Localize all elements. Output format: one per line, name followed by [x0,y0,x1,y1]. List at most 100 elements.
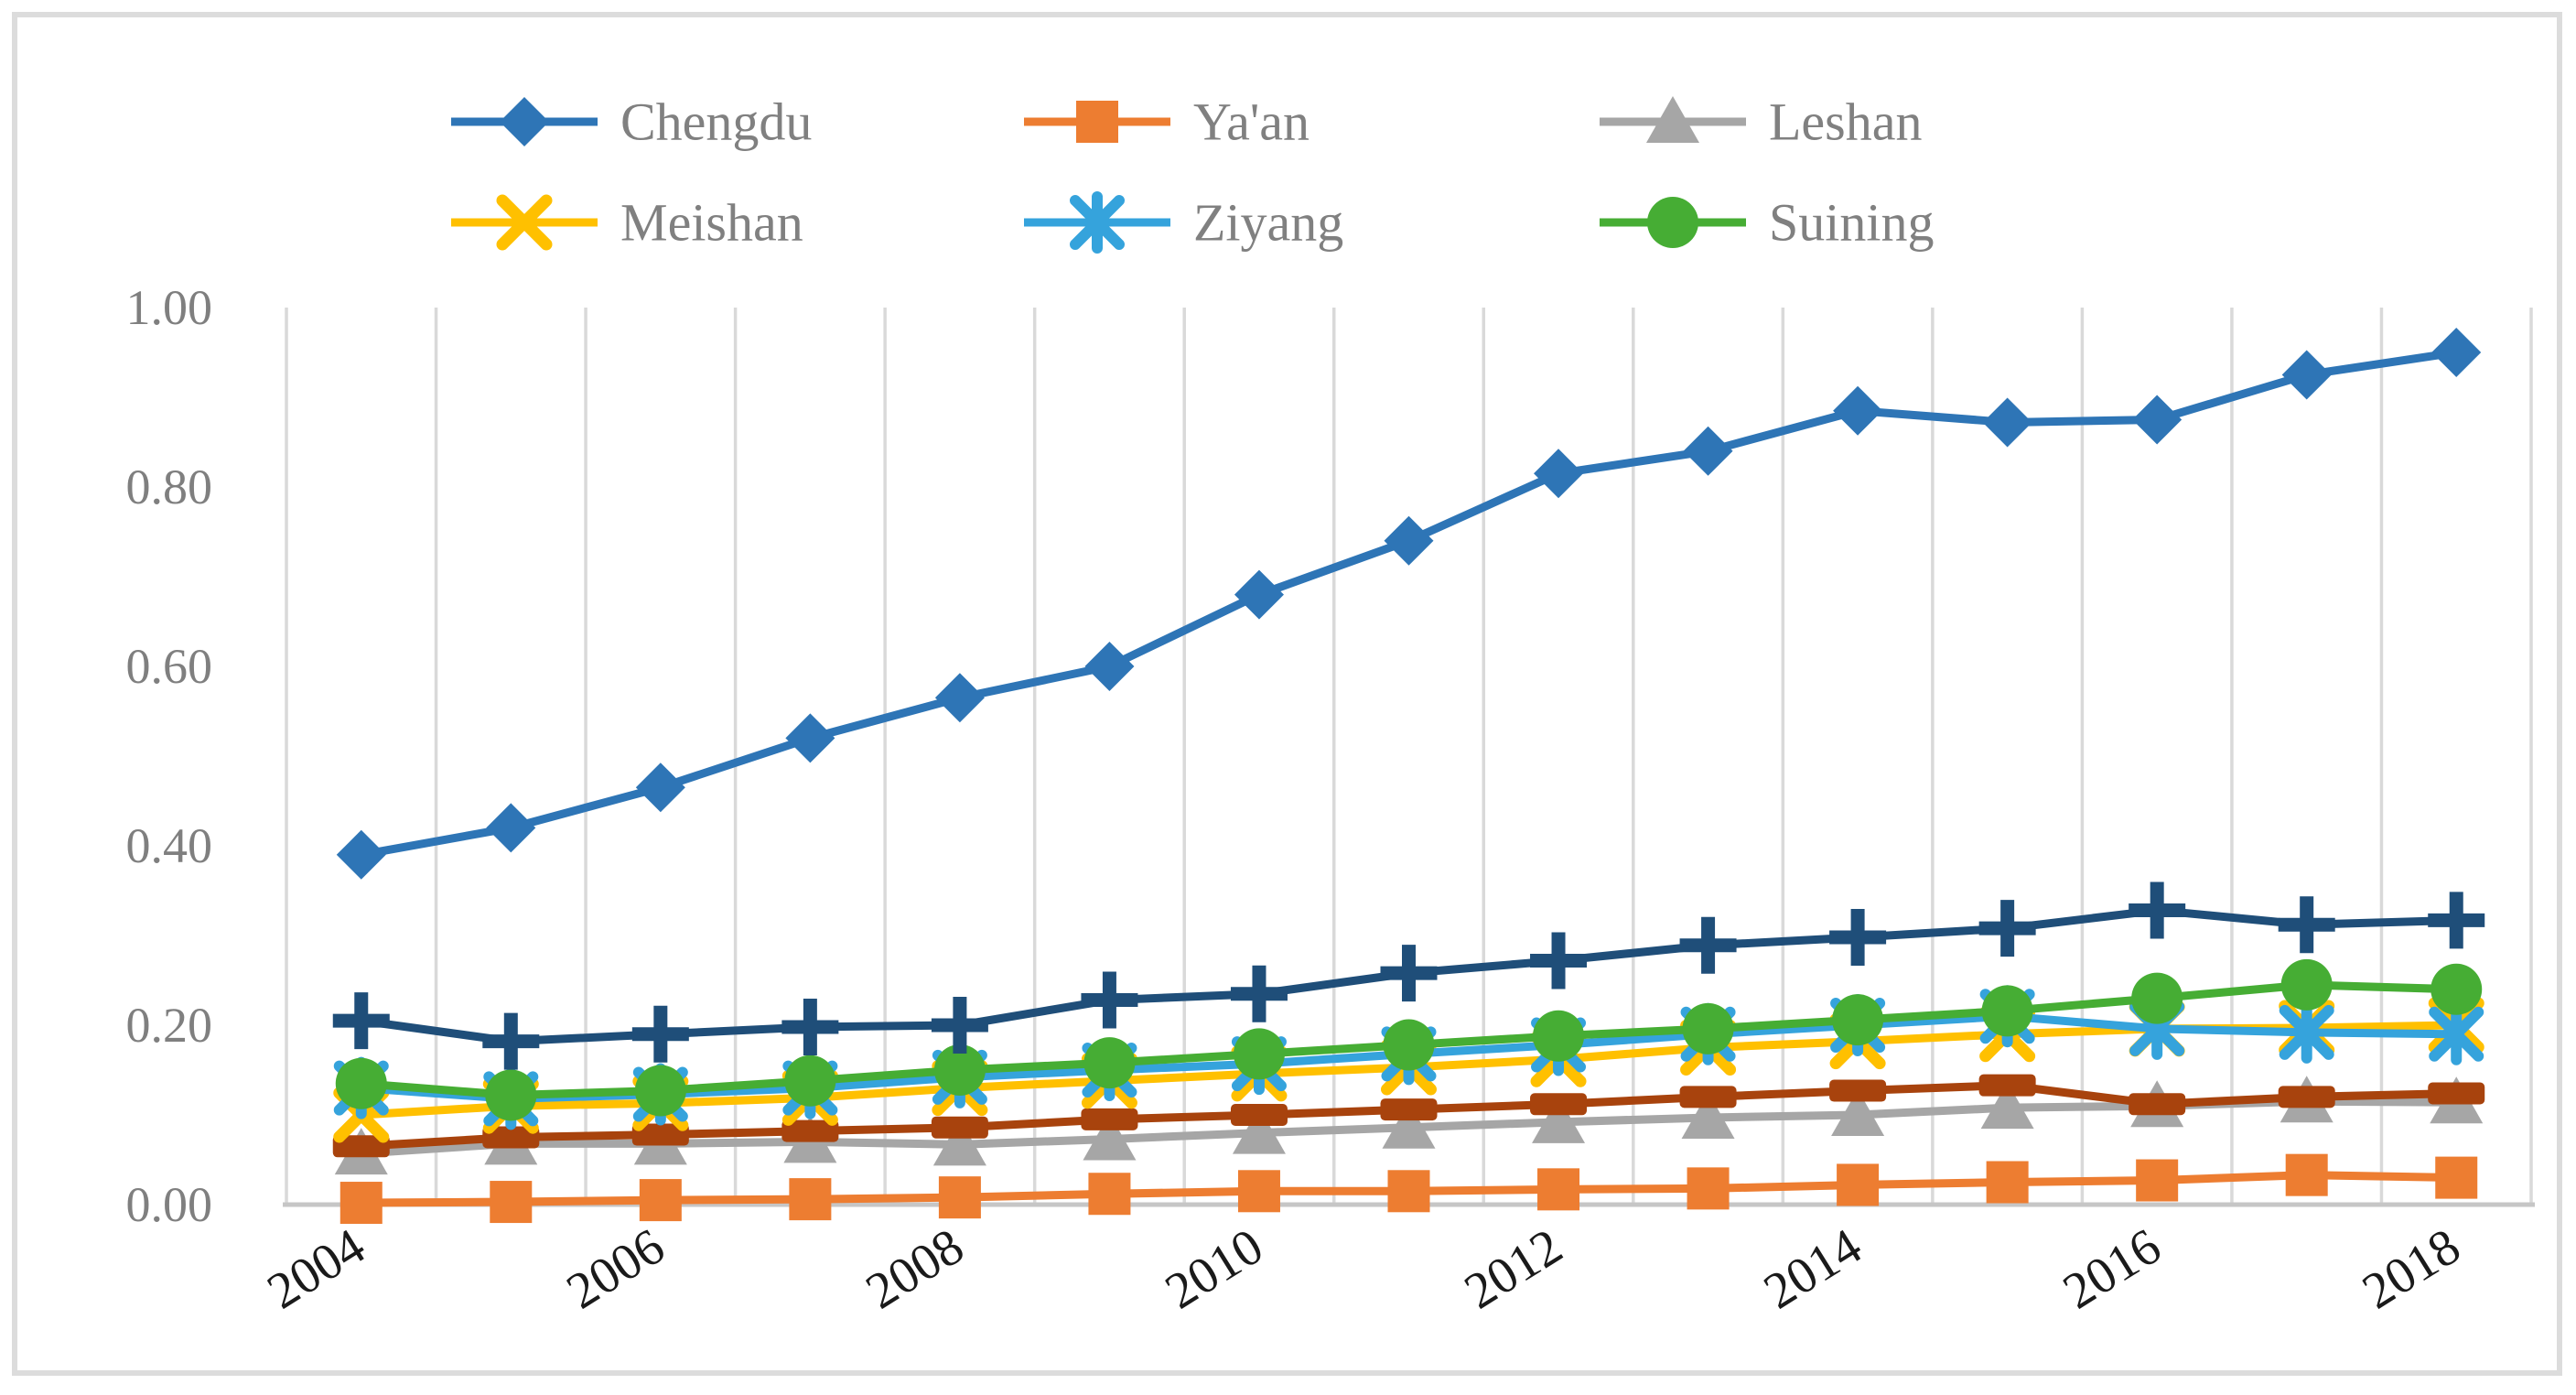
series-suining-marker [634,1065,686,1117]
legend-marker-chengdu [500,97,549,146]
y-tick-label: 0.60 [126,639,213,694]
series-series8-unlabeled-marker [2278,1086,2335,1108]
series-yaan-marker [1687,1167,1730,1210]
x-tick-label: 2004 [258,1217,375,1320]
series-suining-marker [1981,985,2033,1037]
series-series7-unlabeled-marker [1978,900,2036,957]
series-chengdu-marker [486,803,536,853]
series-leshan-marker [1382,1101,1436,1149]
x-tick-label-group: 2010 [1156,1217,1273,1320]
series-leshan-marker [1532,1096,1586,1143]
series-yaan-marker [340,1182,383,1225]
series-leshan-marker [1681,1091,1735,1139]
legend: Chengdu Ya'an Leshan Meishan Ziyang Suining [451,92,1935,254]
legend-item-chengdu: Chengdu [451,92,812,152]
series-chengdu-marker [934,673,985,723]
series-chengdu-marker [2431,328,2482,377]
series-series7-unlabeled-marker [781,998,839,1055]
series-series8-unlabeled-marker [1679,1086,1737,1108]
series-yaan-marker [1088,1173,1131,1216]
series-leshan-marker [932,1119,986,1166]
legend-label-suining: Suining [1769,193,1935,253]
series-series8-unlabeled-marker [781,1119,839,1142]
series-chengdu-marker [1384,515,1434,566]
series-leshan-marker [1980,1082,2034,1130]
series-suining-marker [335,1057,387,1109]
series-series8-unlabeled-marker [482,1126,540,1149]
series-ziyang-marker [2279,1000,2334,1064]
x-tick-label-group: 2016 [2053,1217,2171,1320]
series-suining-marker [485,1069,537,1121]
y-tick-label: 0.40 [126,818,213,873]
series-suining-marker [2430,963,2483,1015]
x-tick-label-group: 2014 [1754,1217,1871,1320]
series-chengdu-marker [785,713,835,763]
series-chengdu-marker [1982,397,2032,448]
series-suining [335,958,2483,1121]
series-yaan-marker [1986,1161,2029,1204]
legend-label-meishan: Meishan [620,193,803,253]
series-series7-unlabeled-marker [1530,932,1588,989]
series-series7-unlabeled-marker [482,1012,540,1070]
series-suining-marker [1233,1028,1285,1080]
series-yaan-marker [639,1179,682,1222]
legend-item-ziyang: Ziyang [1024,191,1343,254]
series-series8-unlabeled-marker [2129,1093,2186,1116]
series-series8-unlabeled-marker [931,1116,988,1139]
series-series8-unlabeled-marker [2428,1082,2485,1105]
y-tick-label: 0.80 [126,460,213,514]
series-leshan-marker [1232,1107,1286,1154]
legend-marker-meishan [496,194,553,251]
series-chengdu-marker [2281,350,2332,400]
series-suining-marker [1083,1037,1136,1089]
series-chengdu-marker [1833,385,1883,436]
legend-marker-ziyang [1070,191,1125,254]
series-chengdu-marker [1683,426,1733,476]
x-tick-label-group: 2006 [557,1217,674,1320]
series-suining-marker [1533,1010,1585,1062]
legend-label-leshan: Leshan [1769,92,1923,152]
legend-item-suining: Suining [1600,193,1935,253]
series-yaan-marker [2435,1156,2478,1199]
series-series7-unlabeled-marker [2278,896,2335,954]
legend-label-yaan: Ya'an [1193,92,1310,152]
series-suining-marker [784,1054,836,1107]
x-tick-label: 2012 [1455,1217,1572,1320]
legend-item-meishan: Meishan [451,193,803,253]
x-tick-label: 2018 [2353,1217,2470,1320]
legend-marker-suining [1647,197,1698,248]
legend-marker-yaan [1076,101,1118,143]
y-tick-label: 1.00 [126,280,213,335]
series-suining-marker [1383,1019,1435,1071]
x-tick-label: 2016 [2053,1217,2171,1320]
x-tick-label-group: 2004 [258,1217,375,1320]
series-chengdu-marker [635,762,685,813]
legend-label-chengdu: Chengdu [620,92,812,152]
series-yaan-marker [1837,1163,1880,1206]
series-yaan-marker [1537,1168,1580,1211]
series-suining-marker [1682,1002,1734,1054]
series-leshan-marker [1083,1113,1137,1161]
series-series8-unlabeled-marker [631,1123,689,1146]
legend-item-yaan: Ya'an [1024,92,1310,152]
series-chengdu-marker [2132,395,2183,445]
x-tick-label: 2014 [1754,1217,1871,1320]
series-series7-unlabeled-marker [2129,881,2186,939]
series-series8-unlabeled-marker [1978,1074,2036,1097]
series-series7-unlabeled-marker [332,992,390,1050]
series-series7-unlabeled-marker [1230,965,1288,1022]
legend-marker-leshan [1646,96,1699,143]
series-series7-unlabeled-marker [931,997,988,1054]
series-chengdu-marker [336,829,386,880]
series-series8-unlabeled-marker [1829,1079,1887,1102]
series-series7-unlabeled-marker [1679,916,1737,974]
x-tick-label: 2006 [557,1217,674,1320]
x-tick-label-group: 2018 [2353,1217,2470,1320]
series-suining-marker [933,1044,986,1096]
series-chengdu-marker [1234,569,1284,620]
series-yaan-marker [938,1176,981,1219]
legend-label-ziyang: Ziyang [1193,193,1343,253]
series-suining-marker [2131,972,2183,1024]
series-ziyang-marker [2429,1002,2484,1065]
